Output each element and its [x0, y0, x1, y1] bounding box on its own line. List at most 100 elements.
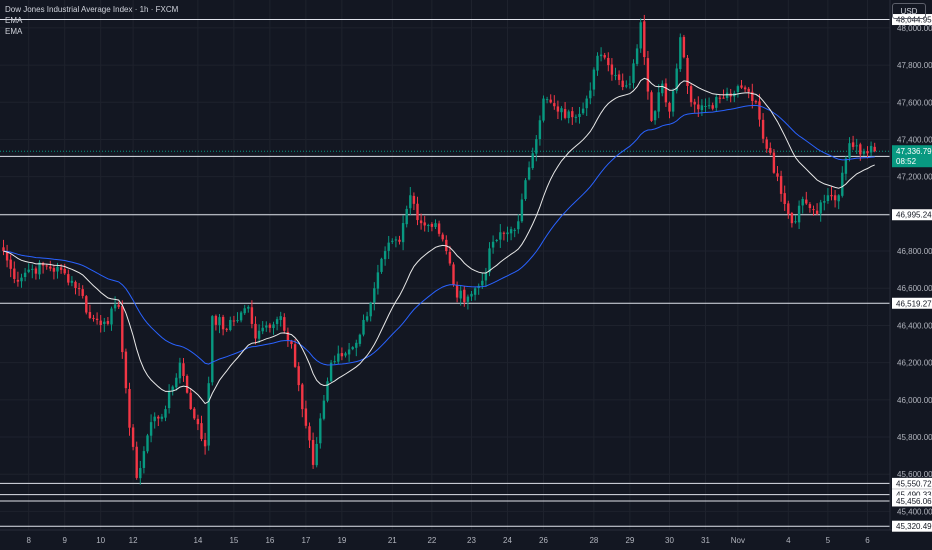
y-tick-label: 47,400.00 — [897, 135, 932, 144]
candle-body — [380, 258, 383, 272]
candle-body — [337, 353, 340, 362]
candle-body — [200, 423, 203, 439]
candle-body — [574, 116, 578, 118]
candle-body — [704, 106, 707, 107]
price-axis[interactable]: 48,000.00 47,800.00 47,600.00 47,400.00 47,2… — [897, 24, 932, 517]
candle-body — [643, 21, 646, 58]
x-tick-label: 8 — [26, 536, 31, 545]
candle-body — [178, 362, 182, 379]
candle-body — [736, 86, 740, 93]
candle-body — [711, 105, 714, 109]
candle-body — [362, 319, 365, 335]
candle-body — [376, 272, 380, 289]
candle-body — [23, 272, 27, 278]
x-tick-label: Nov — [731, 536, 745, 545]
candle-body — [545, 99, 549, 101]
candle-body — [106, 321, 110, 324]
candle-body — [139, 468, 142, 479]
candle-body — [56, 266, 59, 272]
candle-body — [725, 92, 729, 98]
candle-body — [776, 173, 779, 177]
candle-body — [283, 317, 286, 331]
currency-button[interactable]: USD — [892, 3, 926, 19]
candle-body — [347, 349, 351, 355]
candle-body — [722, 97, 725, 99]
candle-body — [844, 158, 848, 174]
candle-body — [473, 288, 477, 295]
candle-body — [275, 319, 279, 324]
candle-body — [131, 427, 135, 447]
candle-body — [765, 139, 768, 149]
candle-body — [20, 277, 23, 282]
candle-body — [794, 221, 797, 223]
y-tick-label: 47,200.00 — [897, 173, 932, 182]
candle-body — [365, 316, 369, 321]
ema-indicator-label[interactable]: EMA — [5, 16, 23, 25]
candle-body — [214, 315, 218, 325]
x-tick-label: 21 — [388, 536, 397, 545]
candle-body — [571, 111, 574, 118]
horizontal-levels — [0, 19, 890, 527]
candle-body — [855, 145, 858, 147]
x-tick-label: 31 — [701, 536, 710, 545]
x-tick-label: 22 — [427, 536, 436, 545]
candle-body — [254, 323, 257, 339]
candle-body — [819, 202, 822, 214]
candle-body — [293, 344, 297, 367]
grid-lines — [0, 0, 890, 530]
candle-body — [77, 288, 81, 290]
candle-body — [185, 375, 189, 393]
candle-body — [182, 363, 185, 376]
candle-body — [740, 85, 743, 88]
candle-body — [448, 251, 452, 264]
candle-body — [398, 239, 401, 242]
candle-body — [45, 265, 48, 267]
candle-body — [632, 63, 635, 83]
candle-body — [639, 22, 642, 49]
candles — [2, 14, 876, 485]
candle-body — [664, 83, 668, 103]
candle-body — [344, 353, 347, 356]
y-tick-label: 46,600.00 — [897, 284, 932, 293]
candle-body — [502, 232, 506, 234]
candle-body — [99, 320, 102, 326]
candle-body — [517, 221, 520, 230]
candle-body — [31, 268, 34, 270]
x-tick-label: 23 — [467, 536, 476, 545]
candle-body — [164, 409, 167, 418]
candle-body — [387, 242, 390, 251]
x-tick-label: 12 — [129, 536, 138, 545]
level-label-text: 48,044.95 — [896, 16, 932, 25]
ema-indicator-label[interactable]: EMA — [5, 27, 23, 36]
level-label-text: 46,995.24 — [896, 211, 932, 220]
y-tick-label: 46,200.00 — [897, 359, 932, 368]
candle-body — [247, 306, 250, 309]
time-axis[interactable]: 8 9 10 12 14 15 16 17 19 21 22 23 24 26 28 29 30 31 Nov 4 5 6 — [26, 536, 870, 545]
ema-fast-line — [3, 77, 875, 405]
candle-body — [589, 90, 592, 99]
candle-body — [743, 87, 747, 90]
candle-body — [603, 55, 606, 58]
candle-body — [484, 273, 488, 281]
candle-body — [243, 308, 246, 314]
candle-body — [383, 251, 387, 260]
candle-body — [592, 69, 596, 90]
candle-body — [830, 195, 833, 197]
candle-body — [272, 324, 275, 329]
candle-body — [801, 198, 804, 206]
chart-legend: Dow Jones Industrial Average Index · 1h … — [5, 4, 178, 37]
candle-body — [88, 312, 92, 318]
candle-body — [823, 201, 826, 203]
x-tick-label: 6 — [865, 536, 870, 545]
candle-body — [369, 302, 372, 317]
y-tick-label: 47,600.00 — [897, 98, 932, 107]
candle-body — [833, 195, 837, 201]
symbol-title[interactable]: Dow Jones Industrial Average Index · 1h … — [5, 5, 179, 14]
candle-body — [229, 319, 232, 331]
x-tick-label: 16 — [265, 536, 274, 545]
candle-body — [488, 248, 491, 273]
candle-body — [837, 195, 840, 202]
candle-body — [520, 199, 524, 222]
candle-body — [851, 142, 855, 147]
